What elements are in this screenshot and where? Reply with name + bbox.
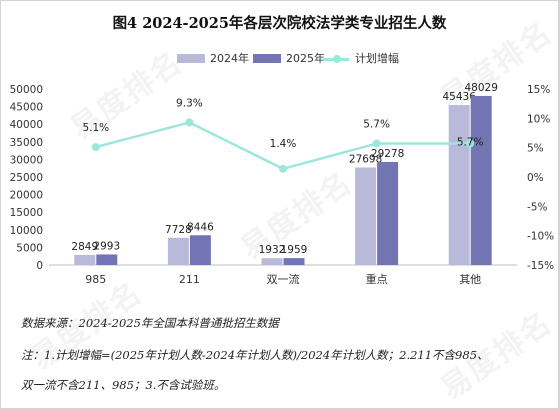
bar-2024: [448, 105, 470, 265]
bar-2025: [377, 161, 399, 265]
bar-2025: [283, 258, 305, 265]
x-tick-label: 211: [179, 273, 200, 286]
growth-value-label: 5.7%: [457, 137, 484, 149]
y-left-tick-label: 30000: [10, 154, 43, 166]
y-right-tick-label: 5%: [527, 143, 544, 155]
bar-2025: [96, 254, 118, 265]
bar-value-label: 2849: [71, 241, 98, 253]
x-tick-label: 其他: [459, 273, 481, 286]
growth-point: [466, 139, 475, 148]
bar-2024: [355, 167, 377, 265]
growth-point: [372, 139, 381, 148]
bar-2024: [261, 258, 283, 265]
bar-value-label: 29278: [371, 148, 404, 160]
bar-value-label: 2993: [93, 240, 120, 252]
bar-2025: [189, 235, 211, 265]
legend-dot-growth: [333, 55, 341, 63]
x-tick-label: 985: [85, 273, 106, 286]
footnote-line-2: 双一流不含211、985；3.不含试验班。: [21, 378, 226, 392]
footnote-line-1: 注：1.计划增幅=(2025年计划人数-2024年计划人数)/2024年计划人数…: [21, 348, 489, 362]
growth-point: [279, 164, 287, 173]
legend-label-2025: 2025年: [286, 52, 325, 65]
chart-plot: 0 5000 10000 15000 20000 25000 30000 35000 40000…: [10, 82, 555, 286]
legend-swatch-2024: [177, 54, 205, 63]
y-right-tick-label: -15%: [527, 260, 554, 272]
bar-value-label: 48029: [464, 82, 497, 94]
bar-value-label: 45436: [442, 91, 476, 103]
bar-value-label: 1932: [259, 244, 286, 256]
bar-2024: [74, 254, 96, 265]
y-right-tick-label: 0%: [527, 172, 544, 184]
y-left-tick-label: 0: [36, 260, 43, 272]
chart-title: 图4 2024-2025年各层次院校法学类专业招生人数: [112, 15, 447, 32]
growth-point: [91, 143, 100, 152]
x-tick-label: 双一流: [267, 272, 300, 286]
y-left-tick-label: 50000: [10, 84, 43, 96]
y-left-tick-label: 45000: [10, 102, 43, 114]
x-tick-label: 重点: [366, 272, 388, 286]
y-right-tick-label: -10%: [527, 231, 554, 243]
legend-swatch-2025: [253, 54, 281, 63]
y-left-tick-label: 5000: [16, 242, 43, 254]
growth-value-label: 5.1%: [82, 122, 109, 134]
y-right-tick-label: 10%: [527, 113, 550, 125]
y-left-tick-label: 40000: [10, 119, 43, 131]
data-source-note: 数据来源：2024-2025年全国本科普通批招生数据: [21, 316, 279, 330]
bar-value-label: 1959: [281, 244, 308, 256]
y-right-tick-label: 15%: [527, 84, 550, 96]
y-left-tick-label: 35000: [10, 137, 43, 149]
growth-value-label: 9.3%: [176, 97, 203, 109]
y-left-tick-label: 25000: [10, 172, 43, 184]
growth-point: [185, 118, 194, 127]
y-left-tick-label: 15000: [10, 207, 43, 219]
y-left-tick-label: 20000: [10, 190, 43, 202]
bar-value-label: 27698: [349, 154, 382, 166]
bar-value-label: 8446: [187, 221, 214, 233]
bar-2025: [470, 95, 492, 265]
chart-legend: 2024年 2025年 计划增幅: [1, 51, 558, 67]
bar-value-label: 7728: [165, 224, 192, 236]
growth-value-label: 5.7%: [363, 119, 390, 131]
growth-value-label: 1.4%: [270, 138, 297, 150]
bar-2024: [167, 237, 189, 265]
legend-label-growth: 计划增幅: [355, 52, 399, 65]
y-right-tick-label: -5%: [527, 201, 547, 213]
legend-label-2024: 2024年: [210, 52, 249, 65]
y-left-tick-label: 10000: [10, 225, 43, 237]
